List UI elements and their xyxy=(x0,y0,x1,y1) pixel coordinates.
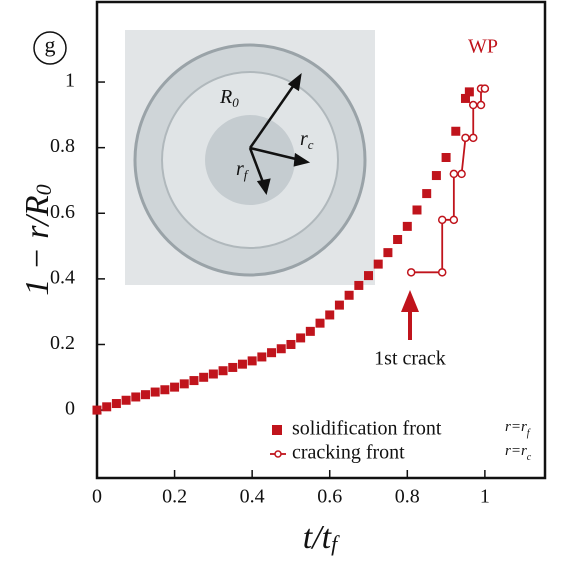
data-point xyxy=(237,359,247,369)
data-point xyxy=(354,280,364,290)
inset-label-sub: 0 xyxy=(232,95,239,110)
inset-label-main: R xyxy=(219,86,232,108)
data-point xyxy=(218,366,228,376)
data-point xyxy=(431,171,441,181)
legend-marker xyxy=(272,425,282,435)
x-tick-label: 0 xyxy=(92,486,102,508)
data-point xyxy=(247,356,257,366)
legend-note-sub: c xyxy=(527,452,532,463)
data-point xyxy=(480,84,490,93)
data-point xyxy=(344,290,354,300)
data-point xyxy=(476,100,486,110)
y-axis-label: 1 − r/R0 xyxy=(19,184,56,295)
data-point xyxy=(437,215,447,225)
inset-label: rc xyxy=(300,128,314,152)
panel-label: g xyxy=(45,32,56,57)
data-point xyxy=(315,318,325,328)
legend-note-main: r=r xyxy=(505,443,527,459)
data-point xyxy=(468,133,478,143)
data-point xyxy=(189,376,199,386)
y-axis-label-sub: 0 xyxy=(31,184,56,195)
x-tick-label: 0.4 xyxy=(240,486,265,508)
data-point xyxy=(111,399,121,409)
data-point xyxy=(437,268,447,277)
data-point xyxy=(228,362,238,372)
data-point xyxy=(296,333,306,343)
data-point xyxy=(364,271,374,281)
data-point xyxy=(468,100,478,110)
x-axis-label-main: t/t xyxy=(303,519,333,556)
data-point xyxy=(325,310,335,320)
y-tick-label: 0.8 xyxy=(50,135,75,157)
y-tick-label: 0.4 xyxy=(50,266,75,288)
data-point xyxy=(208,369,218,379)
inset-label-sub: f xyxy=(244,167,250,182)
data-point xyxy=(305,326,315,336)
x-tick-label: 1 xyxy=(480,486,490,508)
data-point xyxy=(199,372,209,382)
legend-note-sub: f xyxy=(527,428,531,439)
data-point xyxy=(179,379,189,389)
data-point xyxy=(464,87,474,97)
data-point xyxy=(170,382,180,392)
data-point xyxy=(441,152,451,162)
data-point xyxy=(451,126,461,136)
data-point xyxy=(150,387,160,397)
data-point xyxy=(373,259,383,269)
data-point xyxy=(449,169,459,179)
legend-note: r=rc xyxy=(505,443,532,463)
plot-frame xyxy=(95,0,547,480)
y-tick-label: 0.6 xyxy=(50,201,75,223)
crack-annotation: 1st crack xyxy=(374,348,446,370)
data-point xyxy=(449,215,459,225)
data-point xyxy=(402,221,412,231)
x-tick-label: 0.8 xyxy=(395,486,420,508)
y-tick-label: 0 xyxy=(65,398,75,420)
data-point xyxy=(131,392,141,402)
annotation: WP xyxy=(468,36,498,58)
data-line xyxy=(411,87,485,274)
data-point xyxy=(121,395,131,405)
inset-label-main: r xyxy=(300,128,308,150)
inset-label: R0 xyxy=(219,86,239,110)
data-point xyxy=(422,189,432,199)
legend-note-main: r=r xyxy=(505,419,527,435)
inset-label-sub: c xyxy=(308,137,314,152)
data-point xyxy=(286,339,296,349)
y-tick-label: 0.2 xyxy=(50,332,75,354)
data-point xyxy=(412,205,422,215)
data-point xyxy=(102,402,112,412)
x-axis-label-sub: f xyxy=(331,531,340,556)
legend-label: solidification front xyxy=(292,418,442,440)
legend-label: cracking front xyxy=(292,442,405,464)
data-point xyxy=(160,385,170,395)
inset-label-main: r xyxy=(236,158,244,180)
inset-label: rf xyxy=(236,158,250,182)
x-tick-label: 0.2 xyxy=(162,486,187,508)
inset-photo xyxy=(125,30,375,285)
data-point xyxy=(393,235,403,245)
y-tick-label: 1 xyxy=(65,70,75,92)
data-point xyxy=(460,93,470,103)
data-point xyxy=(406,268,416,277)
data-point xyxy=(457,169,466,179)
y-axis-label-main: 1 − r/R xyxy=(19,195,56,296)
x-tick-label: 0.6 xyxy=(317,486,342,508)
data-point xyxy=(267,348,277,358)
data-point xyxy=(334,300,344,310)
data-point xyxy=(92,405,102,415)
data-point xyxy=(383,248,393,258)
inset-core xyxy=(205,115,295,205)
x-axis-label: t/tf xyxy=(303,519,340,556)
data-point xyxy=(140,390,150,400)
crack-arrow xyxy=(401,290,419,340)
data-point xyxy=(461,133,470,143)
legend-marker xyxy=(274,450,282,458)
panel-circle xyxy=(33,31,67,65)
data-point xyxy=(257,352,267,362)
legend-note: r=rf xyxy=(505,419,531,439)
inset-arrows xyxy=(248,73,311,195)
data-point xyxy=(276,344,286,354)
